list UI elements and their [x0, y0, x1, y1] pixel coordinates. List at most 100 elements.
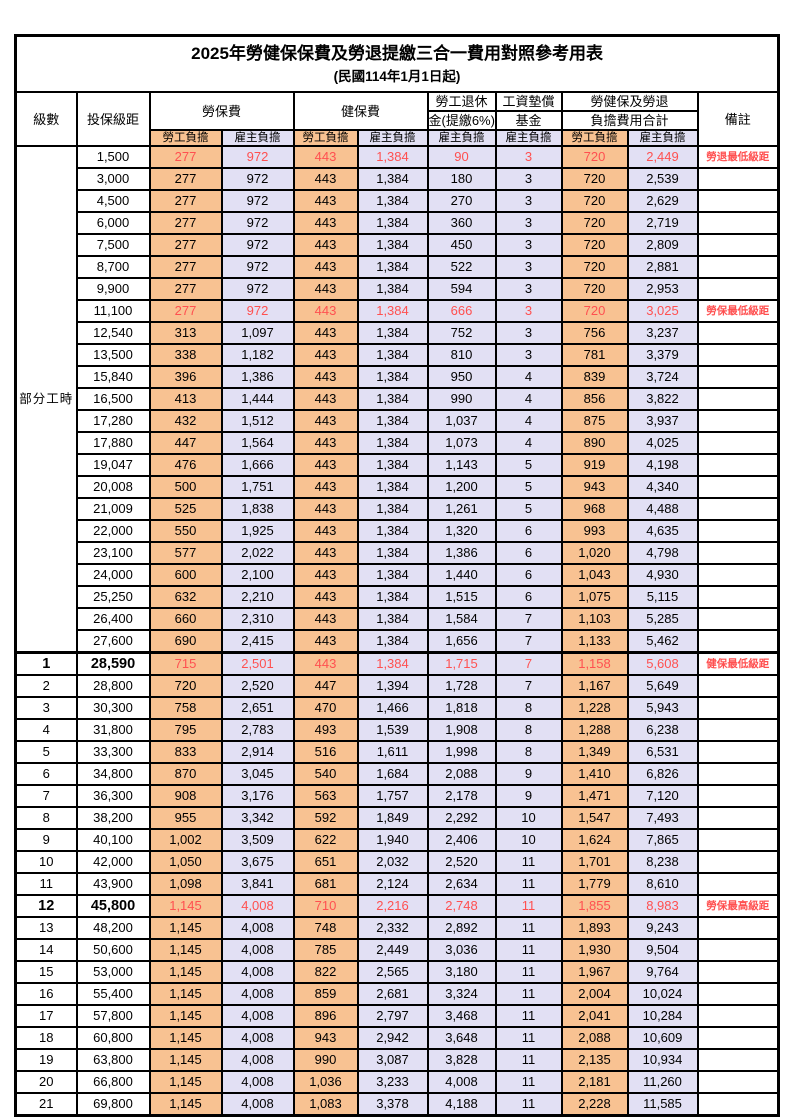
value-cell: 443 — [292, 519, 359, 543]
value-cell: 1,145 — [148, 1092, 223, 1117]
value-cell: 4,008 — [220, 1048, 295, 1072]
value-cell: 1,384 — [356, 145, 429, 169]
value-cell: 1,097 — [220, 321, 295, 345]
subheader-total-employer: 雇主負擔 — [626, 129, 699, 147]
bracket-cell: 40,100 — [75, 828, 151, 852]
header-grade: 級數 — [14, 91, 78, 147]
value-cell: 443 — [292, 365, 359, 389]
table-row: 27,600 690 2,415 443 1,384 1,656 7 1,133 5,462 — [16, 629, 780, 654]
bracket-cell: 28,590 — [75, 651, 151, 676]
value-cell: 3,237 — [626, 321, 699, 345]
remark-cell — [696, 387, 780, 411]
table-row: 17,880 447 1,564 443 1,384 1,073 4 890 4,025 — [16, 431, 780, 455]
value-cell: 1,384 — [356, 453, 429, 477]
grade-cell: 7 — [14, 784, 78, 808]
value-cell: 5,943 — [626, 696, 699, 720]
value-cell: 3,468 — [426, 1004, 497, 1028]
value-cell: 1,288 — [560, 718, 629, 742]
value-cell: 8,610 — [626, 872, 699, 896]
value-cell: 2,449 — [356, 938, 429, 962]
value-cell: 1,020 — [560, 541, 629, 565]
remark-cell — [696, 1026, 780, 1050]
value-cell: 5 — [494, 453, 563, 477]
grade-cell: 5 — [14, 740, 78, 764]
value-cell: 4 — [494, 431, 563, 455]
subheader-pension-employer: 雇主負擔 — [426, 129, 497, 147]
value-cell: 9 — [494, 762, 563, 786]
value-cell: 4,008 — [220, 960, 295, 984]
value-cell: 2,953 — [626, 277, 699, 301]
value-cell: 720 — [560, 145, 629, 169]
value-cell: 4,635 — [626, 519, 699, 543]
bracket-cell: 42,000 — [75, 850, 151, 874]
table-row: 3,000 277 972 443 1,384 180 3 720 2,539 — [16, 167, 780, 191]
value-cell: 1,384 — [356, 189, 429, 213]
value-cell: 3,379 — [626, 343, 699, 367]
table-row: 8,700 277 972 443 1,384 522 3 720 2,881 — [16, 255, 780, 279]
value-cell: 1,145 — [148, 1026, 223, 1050]
bracket-cell: 43,900 — [75, 872, 151, 896]
value-cell: 2,332 — [356, 916, 429, 940]
value-cell: 720 — [560, 211, 629, 235]
value-cell: 856 — [560, 387, 629, 411]
value-cell: 785 — [292, 938, 359, 962]
grade-cell: 15 — [14, 960, 78, 984]
bracket-cell: 22,000 — [75, 519, 151, 543]
value-cell: 1,384 — [356, 343, 429, 367]
value-cell: 2,004 — [560, 982, 629, 1006]
table-row: 6,000 277 972 443 1,384 360 3 720 2,719 — [16, 211, 780, 235]
bracket-cell: 3,000 — [75, 167, 151, 191]
value-cell: 2,748 — [426, 894, 497, 918]
value-cell: 7 — [494, 629, 563, 654]
header-wage-fund-line1: 工資墊償 — [494, 91, 563, 112]
value-cell: 890 — [560, 431, 629, 455]
value-cell: 11,260 — [626, 1070, 699, 1094]
subheader-labor-employee: 勞工負擔 — [148, 129, 223, 147]
remark-cell — [696, 211, 780, 235]
value-cell: 4,008 — [220, 1026, 295, 1050]
value-cell: 90 — [426, 145, 497, 169]
remark-cell — [696, 343, 780, 367]
value-cell: 11,585 — [626, 1092, 699, 1117]
value-cell: 3 — [494, 343, 563, 367]
value-cell: 919 — [560, 453, 629, 477]
value-cell: 1,410 — [560, 762, 629, 786]
value-cell: 2,022 — [220, 541, 295, 565]
value-cell: 2,892 — [426, 916, 497, 940]
value-cell: 2,651 — [220, 696, 295, 720]
value-cell: 875 — [560, 409, 629, 433]
remark-cell — [696, 563, 780, 587]
value-cell: 3,045 — [220, 762, 295, 786]
value-cell: 2,914 — [220, 740, 295, 764]
value-cell: 1,384 — [356, 475, 429, 499]
value-cell: 3,841 — [220, 872, 295, 896]
value-cell: 7 — [494, 607, 563, 631]
value-cell: 443 — [292, 145, 359, 169]
value-cell: 443 — [292, 277, 359, 301]
bracket-cell: 1,500 — [75, 145, 151, 169]
value-cell: 443 — [292, 453, 359, 477]
table-row: 17,280 432 1,512 443 1,384 1,037 4 875 3,937 — [16, 409, 780, 433]
table-row: 21 69,800 1,145 4,008 1,083 3,378 4,188 11 2,228… — [14, 1092, 780, 1117]
table-row: 15,840 396 1,386 443 1,384 950 4 839 3,724 — [16, 365, 780, 389]
value-cell: 955 — [148, 806, 223, 830]
value-cell: 748 — [292, 916, 359, 940]
bracket-cell: 55,400 — [75, 982, 151, 1006]
value-cell: 2,124 — [356, 872, 429, 896]
value-cell: 943 — [560, 475, 629, 499]
value-cell: 2,449 — [626, 145, 699, 169]
value-cell: 1,145 — [148, 1004, 223, 1028]
bracket-cell: 38,200 — [75, 806, 151, 830]
value-cell: 4 — [494, 409, 563, 433]
remark-cell — [696, 519, 780, 543]
value-cell: 11 — [494, 850, 563, 874]
value-cell: 6,826 — [626, 762, 699, 786]
value-cell: 1,098 — [148, 872, 223, 896]
value-cell: 525 — [148, 497, 223, 521]
value-cell: 2,520 — [220, 674, 295, 698]
value-cell: 1,466 — [356, 696, 429, 720]
value-cell: 443 — [292, 497, 359, 521]
remark-cell — [696, 453, 780, 477]
value-cell: 443 — [292, 255, 359, 279]
bracket-cell: 57,800 — [75, 1004, 151, 1028]
